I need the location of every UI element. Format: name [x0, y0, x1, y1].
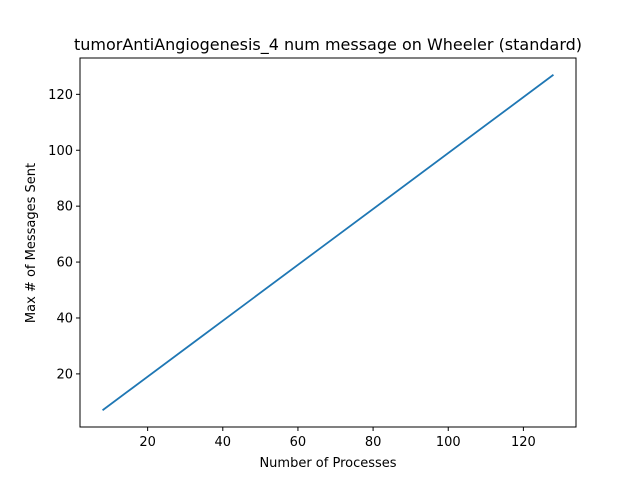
y-tick-label: 80 — [56, 200, 73, 215]
plot-frame — [79, 57, 577, 428]
x-tick-label: 40 — [215, 435, 232, 450]
y-tick-label: 120 — [48, 88, 73, 103]
y-tick-label: 60 — [56, 256, 73, 271]
y-tick-label: 100 — [48, 144, 73, 159]
x-axis-ticks: 20 40 60 80 100 120 — [139, 427, 536, 450]
y-axis-ticks: 20 40 60 80 100 120 — [48, 88, 80, 382]
x-tick-label: 80 — [365, 435, 382, 450]
x-axis-label: Number of Processes — [259, 456, 396, 471]
x-tick-label: 100 — [436, 435, 461, 450]
chart-title: tumorAntiAngiogenesis_4 num message on W… — [74, 35, 582, 55]
y-tick-label: 40 — [56, 311, 73, 326]
plot-area — [102, 74, 554, 411]
x-tick-label: 60 — [290, 435, 307, 450]
series-line-0 — [102, 74, 554, 411]
y-axis-label: Max # of Messages Sent — [24, 163, 39, 323]
y-tick-label: 20 — [56, 367, 73, 382]
x-tick-label: 120 — [511, 435, 536, 450]
x-tick-label: 20 — [139, 435, 156, 450]
